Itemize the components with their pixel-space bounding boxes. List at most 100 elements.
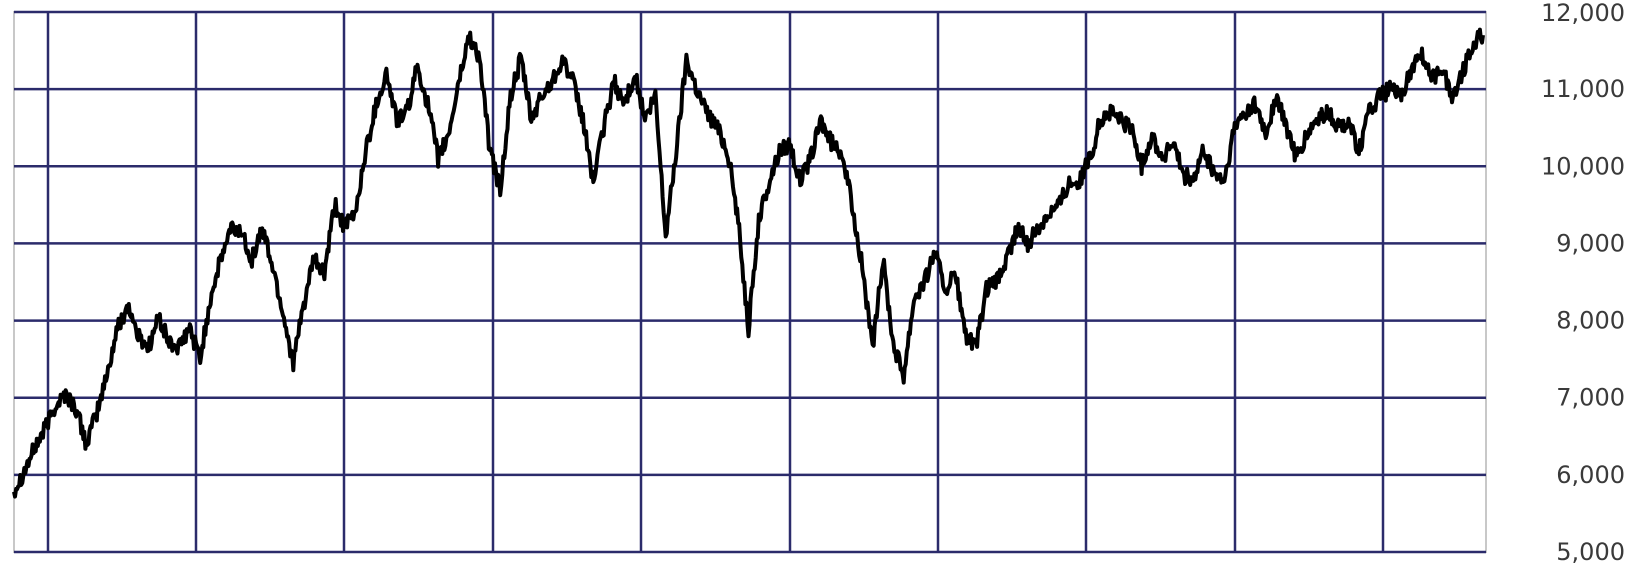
data-point (1182, 173, 1184, 175)
data-point (996, 281, 998, 283)
data-point (1223, 181, 1225, 183)
data-point (872, 350, 874, 352)
data-point (406, 111, 408, 113)
data-point (1213, 173, 1215, 175)
data-point (530, 119, 532, 121)
data-point (354, 212, 356, 214)
data-point (541, 96, 543, 98)
data-point (1079, 181, 1081, 183)
data-point (210, 296, 212, 298)
data-point (892, 343, 894, 345)
data-point (1099, 119, 1101, 121)
data-point (1379, 96, 1381, 98)
data-point (1027, 242, 1029, 244)
data-point (1120, 119, 1122, 121)
data-point (23, 470, 25, 472)
data-point (1141, 165, 1143, 167)
y-tick-label: 9,000 (1556, 229, 1625, 257)
data-point (385, 73, 387, 75)
data-point (1430, 80, 1432, 82)
data-point (1461, 73, 1463, 75)
data-point (1048, 212, 1050, 214)
data-point (851, 204, 853, 206)
data-point (479, 57, 481, 59)
data-point (117, 327, 119, 329)
data-point (510, 96, 512, 98)
data-point (1327, 111, 1329, 113)
data-point (1358, 150, 1360, 152)
data-point (1254, 104, 1256, 106)
data-point (1265, 134, 1267, 136)
data-point (1472, 42, 1474, 44)
data-point (199, 358, 201, 360)
data-point (1089, 158, 1091, 160)
series-line-1 (12, 27, 1485, 499)
data-point (810, 158, 812, 160)
data-point (1368, 111, 1370, 113)
data-point (1482, 34, 1484, 36)
data-point (717, 127, 719, 129)
data-point (127, 304, 129, 306)
data-point (1410, 73, 1412, 75)
data-point (758, 219, 760, 221)
data-point (137, 335, 139, 337)
data-point (375, 104, 377, 106)
data-point (230, 227, 232, 229)
data-point (1317, 119, 1319, 121)
data-point (334, 204, 336, 206)
data-point (965, 335, 967, 337)
data-point (458, 80, 460, 82)
data-point (427, 104, 429, 106)
data-point (448, 134, 450, 136)
data-point (241, 231, 243, 233)
data-point (644, 119, 646, 121)
data-point (220, 258, 222, 260)
data-point (923, 281, 925, 283)
data-point (789, 142, 791, 144)
data-point (468, 34, 470, 36)
y-tick-label: 5,000 (1556, 538, 1625, 566)
data-point (520, 57, 522, 59)
y-tick-label: 7,000 (1556, 384, 1625, 412)
data-point (251, 258, 253, 260)
data-point (396, 119, 398, 121)
plot-frame (13, 11, 1487, 553)
data-point (1389, 88, 1391, 90)
data-point (706, 111, 708, 113)
data-point (934, 250, 936, 252)
data-point (861, 266, 863, 268)
data-point (437, 158, 439, 160)
data-point (313, 258, 315, 260)
data-point (34, 447, 36, 449)
data-point (582, 119, 584, 121)
data-point (1058, 204, 1060, 206)
data-point (1161, 158, 1163, 160)
data-point (1151, 134, 1153, 136)
data-point (882, 258, 884, 260)
data-point (323, 273, 325, 275)
data-point (75, 408, 77, 410)
data-point (685, 57, 687, 59)
data-point (1192, 181, 1194, 183)
data-point (96, 412, 98, 414)
data-point (303, 304, 305, 306)
data-point (1275, 96, 1277, 98)
data-point (913, 296, 915, 298)
data-point (499, 188, 501, 190)
data-point (623, 104, 625, 106)
data-point (768, 181, 770, 183)
series-layer (12, 27, 1485, 499)
data-point (1172, 142, 1174, 144)
data-point (985, 289, 987, 291)
data-point (779, 150, 781, 152)
data-point (903, 374, 905, 376)
data-point (1348, 119, 1350, 121)
data-point (65, 393, 67, 395)
data-point (1337, 127, 1339, 129)
data-point (737, 219, 739, 221)
vertical-gridlines (46, 12, 1385, 552)
data-point (1420, 50, 1422, 52)
data-point (1306, 134, 1308, 136)
